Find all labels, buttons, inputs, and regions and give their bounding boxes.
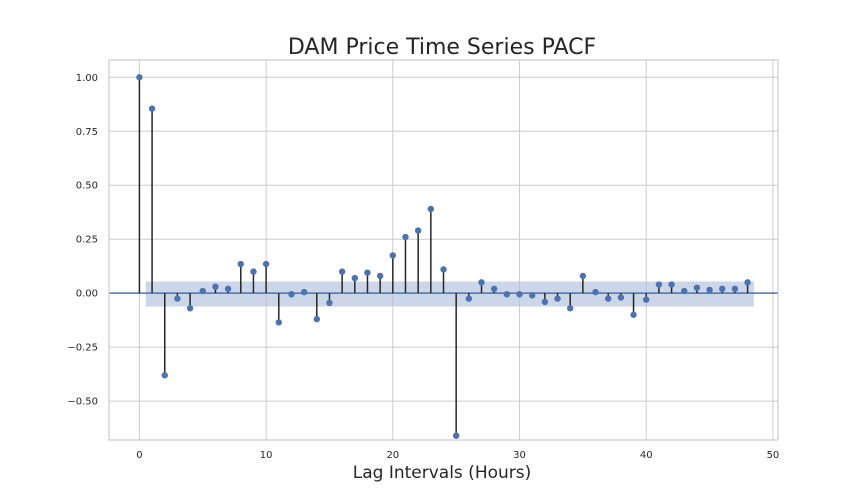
stem-marker bbox=[262, 260, 270, 268]
y-tick-label: 1.00 bbox=[76, 73, 98, 84]
stem-marker bbox=[617, 294, 625, 301]
stem-marker bbox=[364, 269, 371, 276]
stem-marker bbox=[719, 285, 726, 293]
stem-marker bbox=[567, 305, 574, 312]
stem-marker bbox=[516, 291, 523, 298]
stem-marker bbox=[300, 288, 308, 296]
stem-marker bbox=[136, 74, 143, 81]
stem-marker bbox=[452, 432, 460, 439]
x-tick-label: 40 bbox=[640, 450, 653, 461]
stem-marker bbox=[275, 319, 282, 326]
stem-marker bbox=[199, 287, 206, 295]
stem-marker bbox=[148, 105, 156, 112]
y-tick-label: 0.50 bbox=[76, 181, 98, 192]
stem-marker bbox=[376, 272, 384, 280]
stem-marker bbox=[351, 274, 359, 282]
confidence-band bbox=[145, 281, 754, 307]
chart-title: DAM Price Time Series PACF bbox=[288, 35, 596, 60]
stem-marker bbox=[389, 252, 397, 259]
x-tick-label: 0 bbox=[136, 450, 142, 461]
x-tick-label: 10 bbox=[260, 450, 273, 461]
stem-marker bbox=[693, 284, 701, 291]
stem-marker bbox=[605, 295, 612, 302]
stem-marker bbox=[224, 285, 232, 293]
stem-marker bbox=[313, 315, 320, 323]
stem-marker bbox=[643, 296, 650, 303]
plot-background bbox=[109, 60, 778, 440]
x-tick-label: 30 bbox=[513, 450, 526, 461]
y-tick-label: 0.00 bbox=[76, 289, 98, 300]
axes-frame bbox=[108, 59, 779, 441]
x-tick-label: 50 bbox=[767, 450, 780, 461]
stem-marker bbox=[490, 285, 498, 293]
stem-marker bbox=[706, 286, 713, 294]
stem-marker bbox=[440, 266, 447, 273]
stem-marker bbox=[478, 279, 485, 286]
stem-marker bbox=[427, 205, 435, 213]
stem-marker bbox=[554, 295, 561, 302]
stem-marker bbox=[630, 311, 637, 318]
y-tick-label: 0.25 bbox=[76, 235, 98, 246]
stem-marker bbox=[326, 299, 333, 307]
stem-marker bbox=[681, 287, 688, 295]
stem-marker bbox=[186, 305, 194, 312]
stem-marker bbox=[668, 281, 675, 288]
stem-marker bbox=[338, 268, 346, 275]
stem-marker bbox=[503, 291, 511, 298]
stem-marker bbox=[541, 298, 549, 306]
stem-marker bbox=[465, 295, 473, 302]
x-axis-label: Lag Intervals (Hours) bbox=[353, 463, 532, 483]
y-tick-label: 0.75 bbox=[76, 127, 98, 138]
stem-marker bbox=[212, 283, 219, 290]
stem-marker bbox=[579, 272, 587, 280]
x-tick-label: 20 bbox=[386, 450, 399, 461]
stem-marker bbox=[237, 260, 244, 268]
stem-marker bbox=[744, 279, 751, 286]
stem-marker bbox=[174, 295, 181, 302]
stem-marker bbox=[402, 233, 409, 241]
stem-marker bbox=[655, 281, 663, 288]
stem-marker bbox=[414, 227, 422, 234]
stem-marker bbox=[592, 288, 599, 296]
stem-marker bbox=[250, 268, 257, 275]
stem-marker bbox=[528, 292, 536, 299]
stem-marker bbox=[161, 372, 168, 379]
stem-marker bbox=[731, 285, 739, 293]
y-tick-label: −0.25 bbox=[67, 343, 98, 354]
stem-marker bbox=[288, 291, 295, 298]
plot-area: 0 10 20 30 40 50 1.00 0.75 0.50 0.25 0.00 −0.25 −0.5… bbox=[67, 59, 780, 461]
y-tick-label: −0.50 bbox=[67, 397, 98, 408]
